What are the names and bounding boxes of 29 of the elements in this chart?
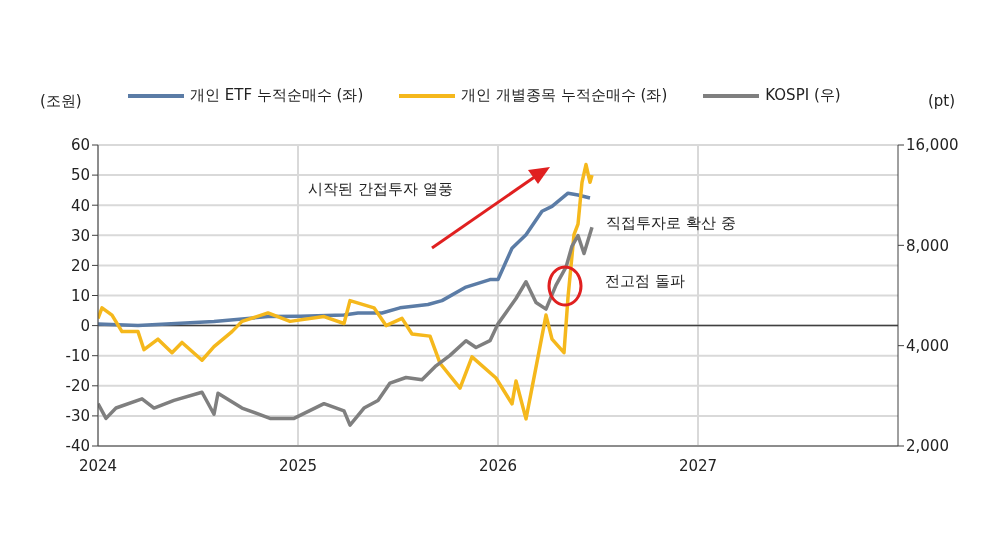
- annotation: 시작된 간접투자 열풍: [308, 180, 453, 199]
- annotation: 직접투자로 확산 중: [606, 214, 736, 233]
- annotation: 전고점 돌파: [605, 272, 685, 291]
- y-tick-label: 30: [70, 226, 90, 245]
- y-tick-label: 10: [70, 286, 90, 305]
- line-series: [98, 225, 594, 427]
- y-tick-label: -20: [65, 377, 90, 396]
- legend-label: 개인 ETF 누적순매수 (좌): [190, 86, 364, 105]
- x-tick-label: 2026: [478, 456, 518, 475]
- legend-label: 개인 개별종목 누적순매수 (좌): [461, 86, 668, 105]
- y2-tick-label: 8,000: [906, 236, 949, 255]
- y2-tick-label: 4,000: [906, 336, 949, 355]
- x-tick-label: 2025: [278, 456, 318, 475]
- y-tick-label: 60: [70, 136, 90, 155]
- y2-tick-label: 2,000: [906, 437, 949, 456]
- y-tick-label: 20: [70, 256, 90, 275]
- y2-axis-title: (pt): [928, 92, 956, 110]
- y-tick-label: 0: [80, 316, 90, 335]
- x-tick-label: 2024: [78, 456, 118, 475]
- x-tick-label: 2027: [678, 456, 718, 475]
- y-tick-label: 40: [70, 196, 90, 215]
- line-series: [98, 162, 594, 421]
- y-axis-title: (조원): [40, 92, 82, 111]
- y-tick-label: -40: [65, 437, 90, 456]
- y-tick-label: -30: [65, 407, 90, 426]
- legend-label: KOSPI (우): [765, 86, 841, 105]
- y-tick-label: 50: [70, 166, 90, 185]
- y-tick-label: -10: [65, 347, 90, 366]
- y2-tick-label: 16,000: [906, 136, 959, 155]
